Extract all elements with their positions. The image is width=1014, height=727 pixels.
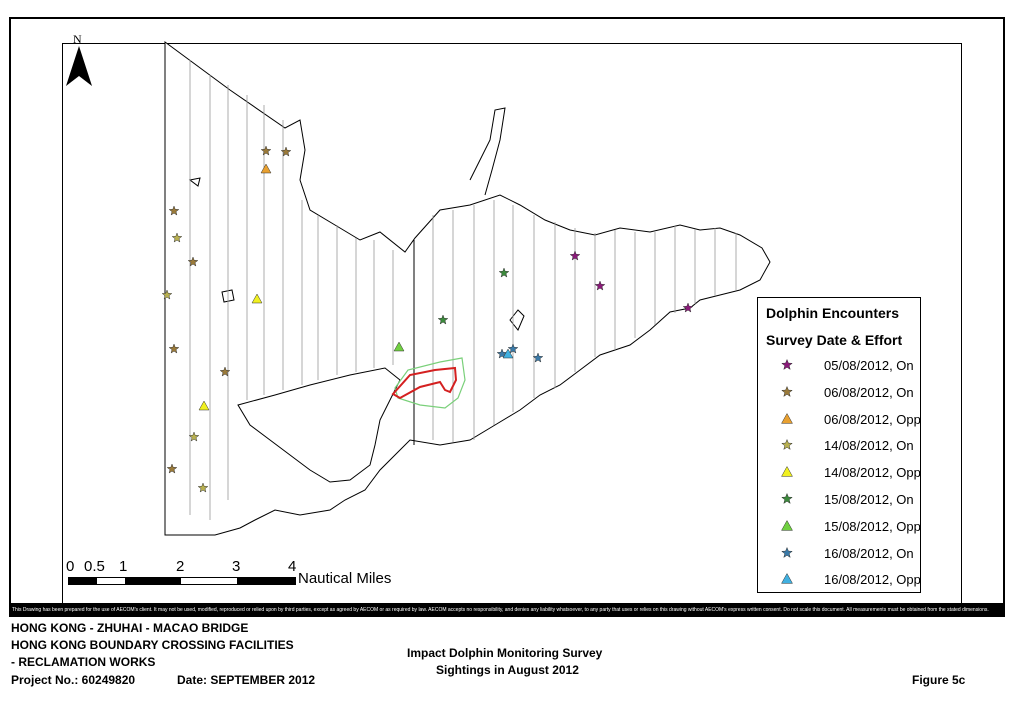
sighting-star-marker bbox=[569, 250, 581, 261]
scale-bar: 0 0.5 1 2 3 4 Nautical Miles bbox=[66, 558, 406, 590]
legend-item: 06/08/2012, On bbox=[766, 383, 916, 403]
project-number: Project No.: 60249820 bbox=[11, 673, 136, 687]
legend-item-label: 15/08/2012, Opp bbox=[824, 518, 921, 534]
legend-item-label: 06/08/2012, On bbox=[824, 384, 914, 400]
legend-triangle-icon bbox=[781, 412, 793, 424]
scale-tick-label: 3 bbox=[232, 558, 241, 575]
scale-bar-graphic bbox=[68, 577, 296, 585]
drawing-title-line-1: Impact Dolphin Monitoring Survey bbox=[407, 646, 603, 660]
legend-item: 14/08/2012, On bbox=[766, 436, 916, 456]
disclaimer-bar: This Drawing has been prepared for the u… bbox=[9, 603, 1005, 617]
sighting-star-marker bbox=[498, 267, 510, 278]
sighting-triangle-marker bbox=[251, 293, 263, 304]
small-island-1 bbox=[509, 309, 525, 331]
project-title-line-1: HONG KONG - ZHUHAI - MACAO BRIDGE bbox=[11, 621, 249, 635]
north-arrow-icon bbox=[66, 46, 92, 86]
reclamation-works-outline bbox=[391, 366, 458, 400]
project-title-line-2: HONG KONG BOUNDARY CROSSING FACILITIES bbox=[11, 638, 294, 652]
legend-item: 06/08/2012, Opp bbox=[766, 410, 921, 430]
sighting-star-marker bbox=[168, 343, 180, 354]
legend-item-label: 06/08/2012, Opp bbox=[824, 411, 921, 427]
sighting-star-marker bbox=[187, 256, 199, 267]
scale-tick-label: 4 bbox=[288, 558, 297, 575]
legend-title: Dolphin Encounters bbox=[766, 305, 899, 321]
legend-item-label: 16/08/2012, On bbox=[824, 545, 914, 561]
legend-triangle-icon bbox=[781, 573, 793, 585]
drawing-date: Date: SEPTEMBER 2012 bbox=[177, 673, 316, 687]
legend-subtitle: Survey Date & Effort bbox=[766, 332, 903, 348]
legend-item: 14/08/2012, Opp bbox=[766, 463, 921, 483]
map-legend: Dolphin Encounters Survey Date & Effort … bbox=[757, 297, 921, 593]
sighting-star-marker bbox=[507, 343, 519, 354]
island-outline bbox=[237, 367, 401, 483]
north-label: N bbox=[73, 32, 82, 46]
legend-item-label: 05/08/2012, On bbox=[824, 358, 914, 373]
sighting-star-marker bbox=[260, 145, 272, 156]
sighting-triangle-marker bbox=[198, 400, 210, 411]
legend-star-icon bbox=[781, 492, 793, 504]
legend-item-label: 14/08/2012, Opp bbox=[824, 465, 921, 481]
legend-item-label: 16/08/2012, Opp bbox=[824, 572, 921, 588]
legend-item: 15/08/2012, On bbox=[766, 490, 916, 510]
legend-star-icon bbox=[781, 358, 793, 370]
sightings-layer bbox=[161, 145, 694, 493]
scale-tick-label: 2 bbox=[176, 558, 185, 575]
channel-outline bbox=[469, 107, 506, 196]
legend-item: 16/08/2012, On bbox=[766, 544, 916, 564]
sighting-star-marker bbox=[188, 431, 200, 442]
small-island-3 bbox=[188, 177, 201, 187]
scale-unit-label: Nautical Miles bbox=[298, 570, 392, 587]
sighting-star-marker bbox=[496, 348, 508, 359]
sighting-triangle-marker bbox=[260, 163, 272, 174]
sighting-star-marker bbox=[219, 366, 231, 377]
project-title-line-3: - RECLAMATION WORKS bbox=[11, 655, 156, 669]
scale-tick-label: 1 bbox=[119, 558, 128, 575]
figure-number: Figure 5c bbox=[912, 673, 966, 687]
sighting-triangle-marker bbox=[502, 348, 514, 359]
sighting-star-marker bbox=[166, 463, 178, 474]
legend-item: 05/08/2012, On bbox=[766, 356, 916, 376]
legend-item-label: 14/08/2012, On bbox=[824, 438, 914, 454]
legend-triangle-icon bbox=[781, 466, 793, 477]
legend-item: 16/08/2012, Opp bbox=[766, 570, 921, 590]
reclamation-buffer bbox=[394, 357, 466, 409]
scale-tick-label: 0 bbox=[66, 558, 75, 575]
drawing-title-line-2: Sightings in August 2012 bbox=[436, 663, 579, 677]
legend-star-icon bbox=[781, 546, 793, 558]
scale-tick-label: 0.5 bbox=[84, 558, 105, 575]
transect-lines bbox=[189, 60, 737, 520]
north-arrow: N bbox=[65, 32, 93, 86]
legend-item-label: 15/08/2012, On bbox=[824, 492, 914, 507]
legend-star-icon bbox=[781, 385, 793, 397]
legend-triangle-icon bbox=[781, 519, 793, 531]
sighting-star-marker bbox=[161, 289, 173, 300]
sighting-star-marker bbox=[437, 314, 449, 325]
sighting-star-marker bbox=[682, 302, 694, 313]
sighting-star-marker bbox=[168, 205, 180, 216]
survey-area-outline bbox=[164, 41, 771, 536]
sighting-triangle-marker bbox=[393, 341, 405, 352]
sighting-star-marker bbox=[594, 280, 606, 291]
sighting-star-marker bbox=[197, 482, 209, 493]
legend-item: 15/08/2012, Opp bbox=[766, 517, 921, 537]
sighting-star-marker bbox=[280, 146, 292, 157]
sighting-star-marker bbox=[532, 352, 544, 363]
legend-star-icon bbox=[781, 439, 793, 451]
sighting-star-marker bbox=[171, 232, 183, 243]
